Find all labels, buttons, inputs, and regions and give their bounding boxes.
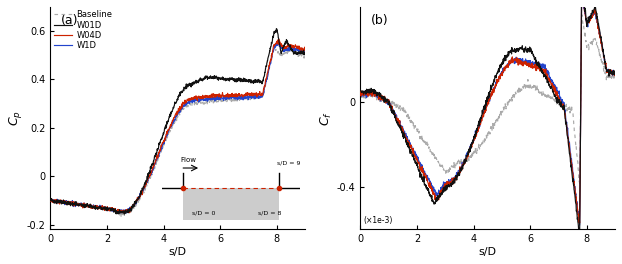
Text: (a): (a) xyxy=(60,14,78,27)
X-axis label: s/D: s/D xyxy=(479,247,497,257)
Y-axis label: $C_p$: $C_p$ xyxy=(7,110,24,126)
Text: (b): (b) xyxy=(371,14,388,27)
X-axis label: s/D: s/D xyxy=(169,247,187,257)
Y-axis label: $C_f$: $C_f$ xyxy=(319,111,334,126)
Legend: Baseline, W01D, W04D, W1D: Baseline, W01D, W04D, W1D xyxy=(53,10,113,51)
Text: (×1e-3): (×1e-3) xyxy=(363,216,392,225)
